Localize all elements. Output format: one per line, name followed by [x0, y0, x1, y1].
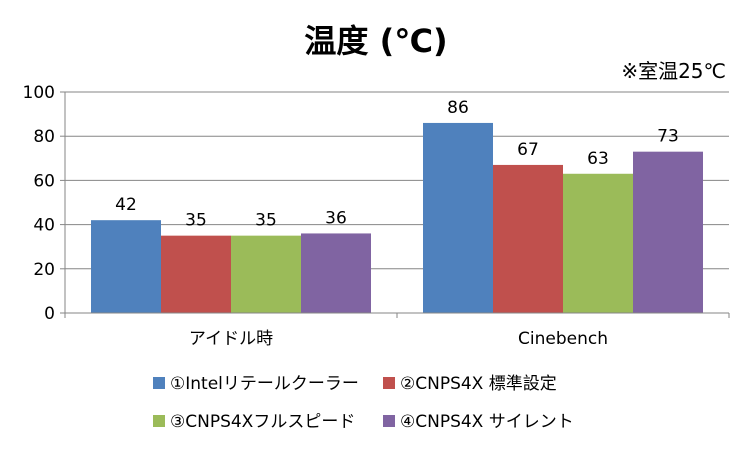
legend-swatch	[383, 415, 395, 427]
data-label: 73	[657, 127, 679, 147]
room-temperature-note: ※室温25℃	[621, 59, 726, 83]
bar	[423, 122, 493, 313]
data-label: 36	[325, 208, 347, 228]
legend-label: ②CNPS4X 標準設定	[400, 374, 557, 394]
legend-label: ①Intelリテールクーラー	[170, 374, 359, 394]
bar-series	[91, 122, 703, 313]
legend-swatch	[153, 415, 165, 427]
y-axis: 0 20 40 60 80 100	[23, 83, 66, 324]
data-label: 67	[517, 140, 539, 160]
bar	[563, 173, 633, 313]
data-label: 63	[587, 149, 609, 169]
y-tick-label: 20	[33, 260, 55, 280]
chart-title: 温度 (℃)	[304, 22, 447, 60]
bar	[633, 151, 703, 313]
y-tick-label: 60	[33, 171, 55, 191]
bar	[301, 233, 371, 313]
data-labels: 42 35 35 36 86 67 63 73	[115, 98, 679, 231]
y-tick-label: 100	[23, 83, 55, 103]
x-category-label: アイドル時	[189, 329, 273, 349]
data-label: 35	[185, 211, 207, 231]
y-tick-label: 0	[44, 304, 55, 324]
legend-label: ③CNPS4Xフルスピード	[170, 412, 355, 432]
data-label: 35	[255, 211, 277, 231]
y-tick-label: 80	[33, 127, 55, 147]
x-axis: アイドル時 Cinebench	[64, 312, 730, 349]
bar	[161, 235, 231, 313]
bar	[493, 164, 563, 313]
x-category-label: Cinebench	[518, 329, 608, 349]
legend: ①Intelリテールクーラー ②CNPS4X 標準設定 ③CNPS4Xフルスピード ④…	[153, 374, 574, 432]
bar	[231, 235, 301, 313]
legend-label: ④CNPS4X サイレント	[400, 412, 574, 432]
legend-swatch	[153, 377, 165, 389]
bar	[91, 220, 161, 313]
data-label: 86	[447, 98, 469, 118]
y-tick-label: 40	[33, 216, 55, 236]
data-label: 42	[115, 195, 137, 215]
legend-swatch	[383, 377, 395, 389]
